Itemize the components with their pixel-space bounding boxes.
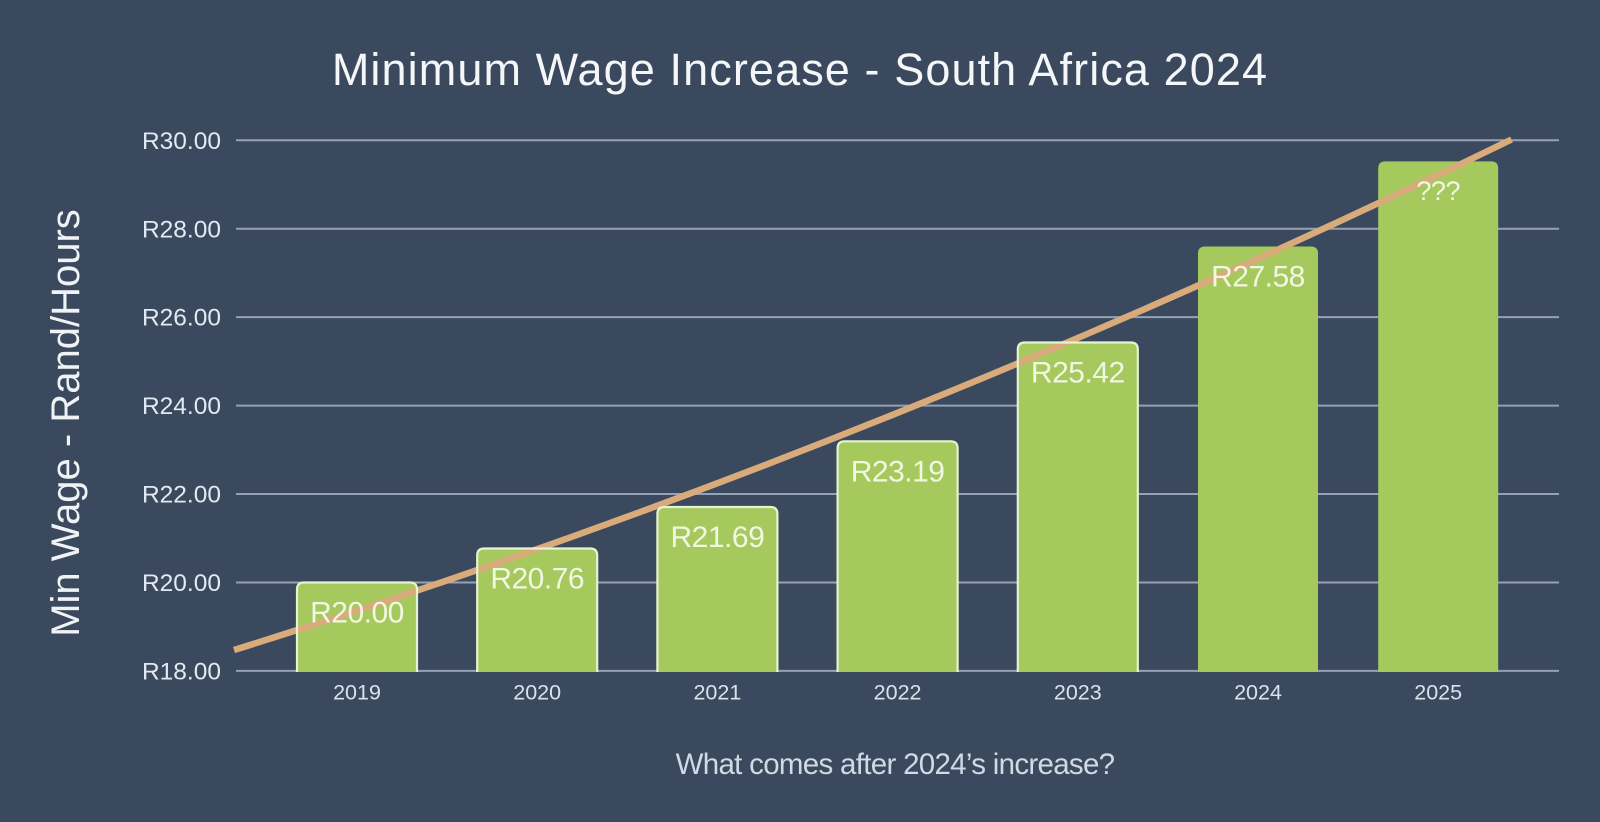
svg-text:R26.00: R26.00 [142, 305, 221, 332]
svg-text:2024: 2024 [1234, 681, 1282, 705]
svg-text:R20.00: R20.00 [310, 597, 404, 630]
svg-text:R22.00: R22.00 [142, 482, 221, 509]
svg-text:2019: 2019 [333, 681, 381, 705]
svg-text:Min Wage - Rand/Hours: Min Wage - Rand/Hours [44, 209, 88, 637]
svg-text:R28.00: R28.00 [142, 216, 221, 243]
svg-text:2020: 2020 [513, 681, 561, 705]
svg-text:R30.00: R30.00 [142, 128, 221, 155]
svg-text:2021: 2021 [693, 681, 741, 705]
svg-text:R27.58: R27.58 [1211, 261, 1305, 294]
svg-text:2023: 2023 [1054, 681, 1102, 705]
svg-text:2022: 2022 [874, 681, 922, 705]
svg-text:R20.76: R20.76 [490, 563, 584, 596]
svg-text:R21.69: R21.69 [671, 521, 765, 554]
svg-text:R18.00: R18.00 [142, 659, 221, 686]
svg-text:R25.42: R25.42 [1031, 357, 1125, 390]
svg-text:What comes after 2024’s increa: What comes after 2024’s increase? [676, 748, 1115, 781]
svg-text:???: ??? [1416, 176, 1460, 206]
svg-text:R20.00: R20.00 [142, 570, 221, 597]
svg-text:R23.19: R23.19 [851, 455, 945, 488]
svg-text:2025: 2025 [1414, 681, 1462, 705]
svg-text:Minimum Wage Increase - South: Minimum Wage Increase - South Africa 202… [332, 44, 1268, 95]
svg-text:R24.00: R24.00 [142, 393, 221, 420]
